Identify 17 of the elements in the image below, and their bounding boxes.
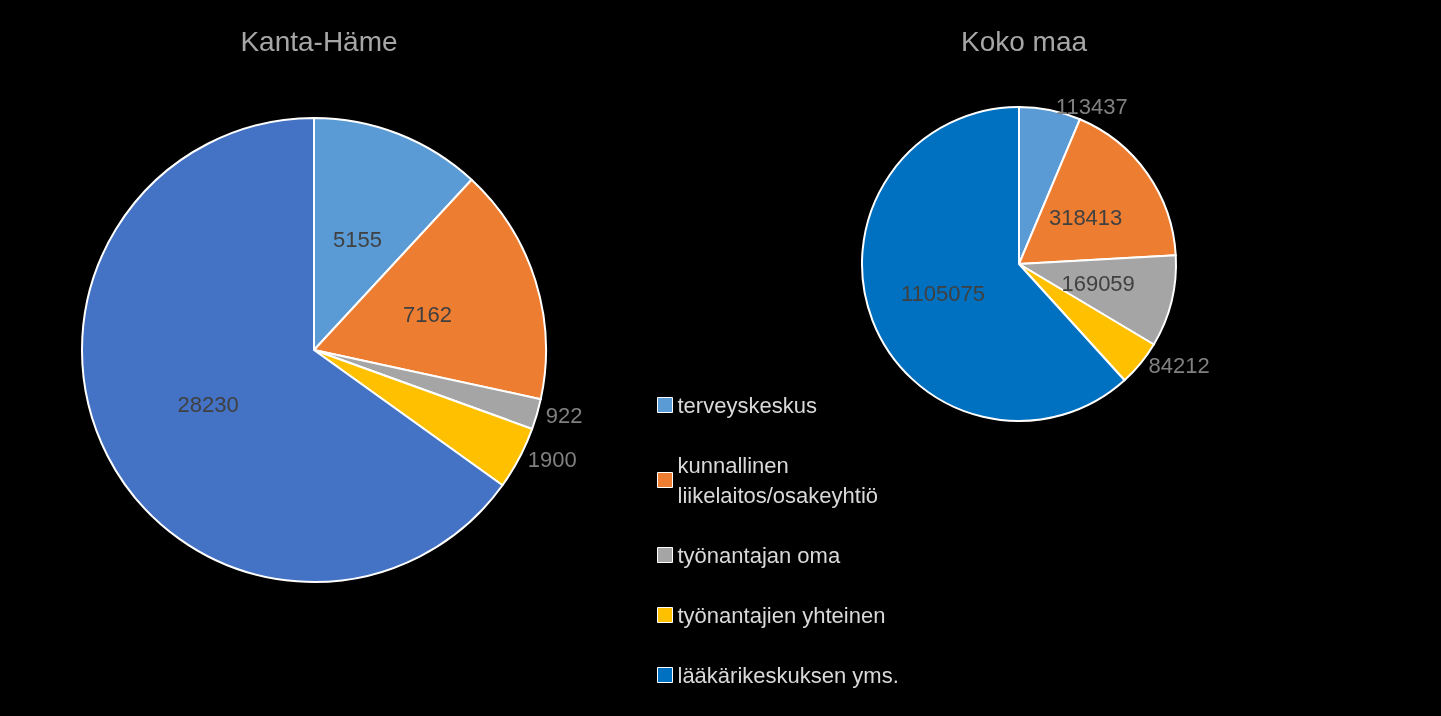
data-label: 113437 bbox=[1055, 93, 1128, 119]
data-label: 169059 bbox=[1061, 271, 1135, 296]
data-label: 7162 bbox=[403, 301, 452, 327]
legend-label: terveyskeskus bbox=[677, 392, 817, 418]
data-label: 5155 bbox=[332, 226, 382, 252]
legend-label: työnantajan oma bbox=[677, 542, 841, 568]
data-label: 84212 bbox=[1148, 353, 1210, 379]
data-label: 1900 bbox=[527, 447, 577, 473]
legend-label: kunnallinen liikelaitos/osakeyhtiö bbox=[677, 452, 879, 508]
legend-label: lääkärikeskuksen yms. bbox=[677, 662, 899, 688]
chart-title: Kanta-Häme bbox=[240, 25, 398, 57]
legend-label: työnantajien yhteinen bbox=[677, 602, 886, 628]
data-label: 28230 bbox=[177, 391, 239, 417]
chart-title: Koko maa bbox=[960, 25, 1088, 57]
data-label: 922 bbox=[545, 402, 583, 428]
data-label: 1105075 bbox=[900, 280, 985, 306]
data-label: 318413 bbox=[1048, 204, 1123, 230]
